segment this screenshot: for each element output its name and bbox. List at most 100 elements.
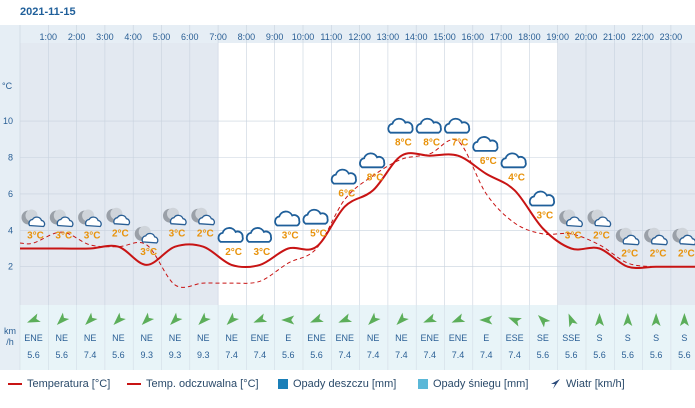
wind-direction-label: NE [225,333,238,343]
legend-temperature-label: Temperatura [°C] [27,378,111,390]
y-axis-unit: °C [2,81,13,91]
night-band [642,43,671,305]
cloudy-icon [302,208,329,225]
wind-arrow-icon [141,312,155,325]
legend-wind[interactable]: Wiatr [km/h] [550,378,625,390]
hour-label: 10:00 [292,32,315,42]
small-cloud-shape [679,234,695,246]
legend-temperature[interactable]: Temperatura [°C] [8,378,110,390]
temperature-label: 6°C [338,189,355,200]
wind-arrow-icon [651,313,661,326]
wind-arrow-shape [113,312,126,325]
wind-arrow-shape [651,313,661,326]
small-cloud-shape [650,234,668,246]
wind-arrow-shape [27,313,41,323]
hour-label: 15:00 [433,32,456,42]
temperature-label: 8°C [395,138,412,149]
cloud-shape [415,117,442,134]
small-cloud-shape [113,214,131,226]
hour-label: 2:00 [68,32,86,42]
night-cloudy-icon [559,209,583,228]
night-cloudy-icon [163,207,187,226]
legend-snow[interactable]: Opady śniegu [mm] [418,378,528,390]
wind-arrow-shape [479,315,493,325]
left-axis-band [0,25,20,370]
night-band [104,43,134,305]
wind-direction-label: NE [140,333,153,343]
cloud-shape [274,210,301,227]
wind-speed-label: 5.6 [593,350,606,360]
temperature-label: 3°C [55,231,72,242]
hour-label: 19:00 [546,32,569,42]
legend-temperature-swatch [8,383,22,386]
legend-rain[interactable]: Opady deszczu [mm] [278,378,396,390]
cloud-shape [359,152,386,169]
night-cloudy-icon [21,209,46,228]
night-cloudy-icon [644,227,668,246]
temperature-label: 2°C [593,231,610,242]
legend-feels-like-label: Temp. odczuwalna [°C] [146,378,259,390]
hour-label: 20:00 [575,32,598,42]
wind-arrow-shape [338,313,353,323]
small-cloud-shape [84,216,102,228]
wind-arrow-icon [85,312,98,325]
wind-speed-label: 9.3 [169,350,182,360]
night-band [20,43,49,305]
hour-label: 13:00 [377,32,400,42]
y-tick-label: 10 [3,116,13,126]
wind-arrow-shape [198,312,211,325]
cloud-shape [217,227,244,243]
temperature-label: 3°C [27,231,44,242]
hour-label: 21:00 [603,32,626,42]
small-cloud-shape [594,216,612,228]
night-band [76,43,105,305]
hour-label: 6:00 [181,32,199,42]
wind-direction-label: ENE [251,333,270,343]
wind-direction-label: NE [395,333,408,343]
temperature-label: 3°C [140,247,157,258]
wind-direction-label: ENE [336,333,355,343]
wind-speed-label: 5.6 [537,350,550,360]
wind-arrow-icon [281,315,295,325]
legend-rain-label: Opady deszczu [mm] [293,378,397,390]
wind-arrow-shape [423,313,437,323]
wind-speed-label: 5.6 [565,350,578,360]
wind-unit-label: /h [6,337,14,347]
weather-chart: 1:00 2:00 3:00 4:00 5:00 6:00 7:00 8:00 9:00 10:0… [0,25,695,370]
cloudy-icon [472,136,499,152]
wind-speed-label: 9.3 [140,350,153,360]
temperature-label: 7°C [452,138,469,149]
wind-direction-label: NE [84,333,97,343]
y-tick-label: 8 [8,153,13,163]
wind-arrow-shape [396,312,409,325]
hour-label: 12:00 [348,32,371,42]
wind-direction-label: S [596,333,602,343]
legend-wind-label: Wiatr [km/h] [566,378,625,390]
wind-direction-label: NE [367,333,380,343]
wind-arrow-shape [451,313,466,323]
small-cloud-shape [141,232,159,244]
cloud-shape [500,152,527,169]
legend-feels-like[interactable]: Temp. odczuwalna [°C] [127,378,259,390]
wind-arrow-icon [551,379,560,390]
wind-arrow-icon [679,313,689,326]
temperature-label: 3°C [282,231,299,242]
cloudy-icon [387,117,414,134]
temperature-line [20,152,695,270]
small-cloud-shape [566,216,583,228]
wind-arrow-icon [310,313,324,323]
wind-arrow-icon [568,313,578,328]
wind-speed-label: 5.6 [112,350,125,360]
wind-arrow-shape [508,317,522,327]
cloudy-icon [245,227,273,243]
wind-arrow-icon [396,312,409,325]
wind-arrow-icon [537,315,551,328]
wind-arrow-icon [27,313,41,323]
date-header: 2021-11-15 [20,6,76,18]
hour-label: 3:00 [96,32,114,42]
hour-label: 7:00 [209,32,227,42]
wind-arrow-icon [338,313,353,323]
wind-arrow-shape [253,313,268,323]
hour-label: 14:00 [405,32,428,42]
y-tick-label: 2 [8,262,13,272]
